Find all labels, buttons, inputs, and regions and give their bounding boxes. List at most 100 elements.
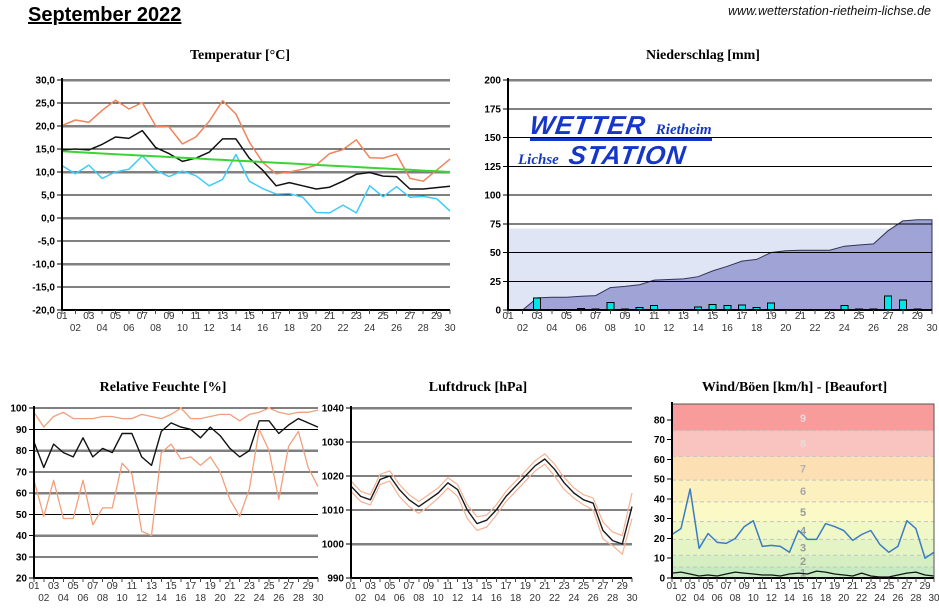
svg-text:02: 02	[355, 593, 367, 604]
precipitation-chart-canvas: 200 175 150 125 100 75 50 25 0 010203040506070809…	[484, 76, 938, 335]
svg-text:50: 50	[490, 248, 502, 259]
svg-text:02: 02	[70, 323, 82, 334]
svg-text:02: 02	[517, 323, 529, 334]
svg-text:08: 08	[730, 593, 742, 604]
svg-text:1020: 1020	[322, 472, 345, 483]
svg-text:14: 14	[156, 593, 168, 604]
pressure-chart: Luftdruck [hPa] 1040 1030 1020 1010 1000 990 0…	[318, 378, 638, 606]
svg-text:20: 20	[16, 574, 28, 585]
svg-text:30: 30	[928, 593, 939, 604]
temperature-chart-title: Temperatur [°C]	[189, 48, 291, 63]
svg-text:40: 40	[654, 494, 666, 505]
svg-text:20: 20	[215, 593, 227, 604]
wind-chart-title: Wind/Böen [km/h] - [Beaufort]	[701, 380, 888, 395]
svg-text:03: 03	[83, 311, 95, 322]
svg-text:19: 19	[205, 581, 217, 592]
svg-text:11: 11	[757, 581, 768, 592]
svg-text:18: 18	[510, 593, 522, 604]
svg-text:24: 24	[568, 593, 580, 604]
svg-text:70: 70	[654, 435, 666, 446]
humidity-chart: Relative Feuchte [%] 100 90 80 70 60 50 40 30 20…	[2, 378, 324, 606]
svg-text:80: 80	[16, 446, 28, 457]
svg-text:1000: 1000	[322, 540, 345, 551]
svg-text:03: 03	[685, 581, 697, 592]
svg-text:04: 04	[546, 323, 558, 334]
svg-text:175: 175	[484, 104, 501, 115]
svg-text:21: 21	[224, 581, 236, 592]
svg-text:02: 02	[675, 593, 687, 604]
svg-text:01: 01	[56, 311, 68, 322]
svg-text:10: 10	[177, 323, 189, 334]
svg-text:16: 16	[722, 323, 734, 334]
svg-text:20: 20	[780, 323, 792, 334]
svg-text:8: 8	[800, 439, 806, 451]
svg-text:17: 17	[736, 311, 748, 322]
svg-text:20: 20	[530, 593, 542, 604]
svg-text:23: 23	[351, 311, 363, 322]
svg-text:06: 06	[123, 323, 135, 334]
svg-text:10: 10	[748, 593, 760, 604]
svg-text:30: 30	[626, 593, 638, 604]
svg-text:06: 06	[394, 593, 406, 604]
humidity-chart-canvas: 1009080706050403020010203040506070809101…	[10, 404, 324, 605]
svg-text:22: 22	[856, 593, 868, 604]
svg-text:17: 17	[185, 581, 197, 592]
svg-text:22: 22	[337, 323, 349, 334]
svg-text:20: 20	[838, 593, 850, 604]
svg-text:18: 18	[820, 593, 832, 604]
svg-text:12: 12	[452, 593, 464, 604]
svg-text:29: 29	[303, 581, 315, 592]
svg-text:11: 11	[443, 581, 454, 592]
svg-text:90: 90	[16, 425, 28, 436]
svg-text:5: 5	[800, 507, 806, 519]
svg-text:1040: 1040	[322, 404, 345, 415]
svg-text:16: 16	[257, 323, 269, 334]
logo-rietheim-text: Rietheim	[655, 122, 712, 138]
svg-text:5,0: 5,0	[41, 191, 55, 202]
svg-text:25: 25	[263, 581, 275, 592]
svg-text:25: 25	[490, 277, 502, 288]
logo-wetter-text: WETTER	[527, 110, 648, 140]
svg-text:10,0: 10,0	[36, 168, 56, 179]
svg-text:09: 09	[163, 311, 175, 322]
svg-text:21: 21	[847, 581, 859, 592]
svg-text:14: 14	[784, 593, 796, 604]
svg-text:15: 15	[707, 311, 719, 322]
svg-text:04: 04	[694, 593, 706, 604]
logo-lichse-text: Lichse	[518, 152, 559, 168]
svg-text:2: 2	[800, 556, 806, 568]
svg-text:11: 11	[649, 311, 660, 322]
svg-text:01: 01	[502, 311, 514, 322]
svg-text:-5,0: -5,0	[38, 237, 56, 248]
svg-text:12: 12	[136, 593, 148, 604]
svg-text:01: 01	[666, 581, 678, 592]
svg-text:-20,0: -20,0	[32, 306, 55, 317]
website-link[interactable]: www.wetterstation-rietheim-lichse.de	[728, 4, 931, 18]
svg-text:09: 09	[423, 581, 435, 592]
svg-text:23: 23	[244, 581, 256, 592]
station-logo-row2: Lichse STATION	[518, 140, 712, 170]
station-logo-row1: WETTER Rietheim	[527, 110, 712, 141]
svg-text:05: 05	[384, 581, 396, 592]
svg-text:100: 100	[10, 404, 27, 415]
svg-text:0: 0	[659, 574, 665, 585]
svg-text:04: 04	[58, 593, 70, 604]
svg-text:20,0: 20,0	[36, 122, 56, 133]
svg-text:03: 03	[365, 581, 377, 592]
svg-text:27: 27	[597, 581, 609, 592]
svg-text:07: 07	[404, 581, 416, 592]
svg-text:15: 15	[166, 581, 178, 592]
svg-text:15,0: 15,0	[36, 145, 56, 156]
svg-text:15: 15	[481, 581, 493, 592]
wind-chart: Wind/Böen [km/h] - [Beaufort] 80 70 60 50 40…	[650, 378, 939, 606]
svg-text:17: 17	[811, 581, 823, 592]
svg-text:22: 22	[549, 593, 561, 604]
svg-text:28: 28	[418, 323, 430, 334]
svg-text:12: 12	[663, 323, 675, 334]
temperature-chart: Temperatur [°C] 30,0 25,0 20,0 15,0 10,0 5,0 0…	[20, 46, 460, 334]
temperature-chart-canvas: 30,0 25,0 20,0 15,0 10,0 5,0 0,0 -5,0 -10,0 -15,0…	[32, 76, 456, 335]
svg-text:17: 17	[271, 311, 283, 322]
svg-text:01: 01	[28, 581, 40, 592]
svg-text:08: 08	[97, 593, 109, 604]
